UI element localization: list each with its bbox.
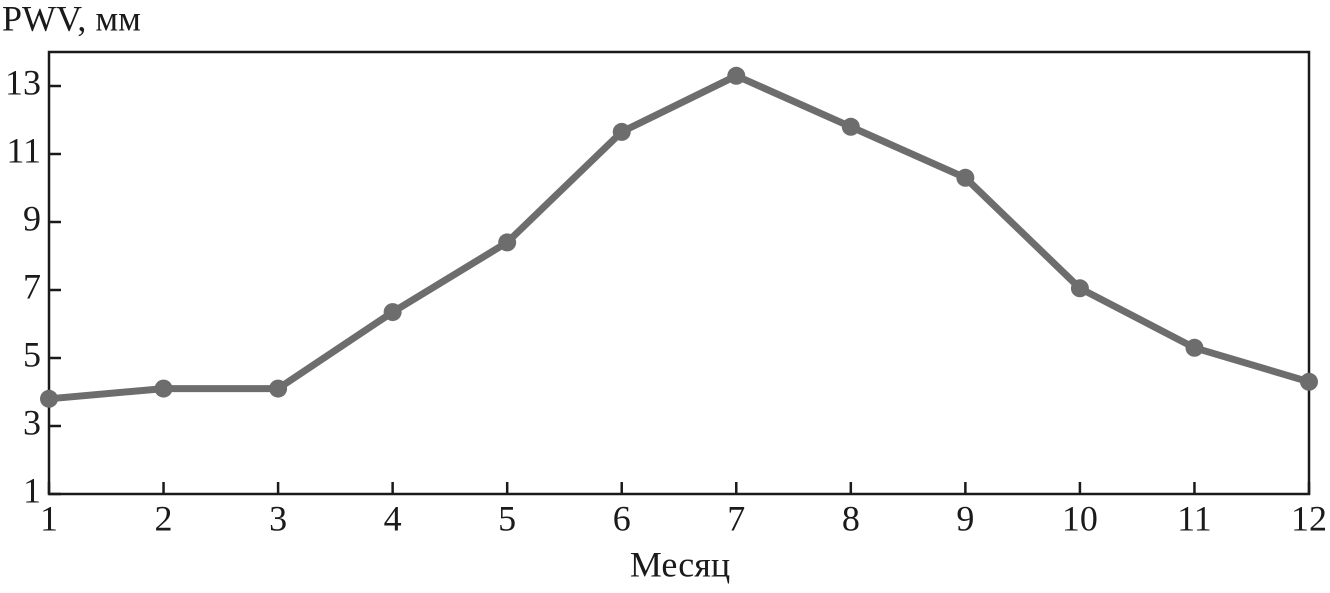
data-point — [841, 117, 860, 136]
x-tick-label: 9 — [956, 498, 974, 538]
data-point — [498, 233, 517, 252]
data-point — [1300, 372, 1318, 391]
y-tick-label: 3 — [23, 402, 41, 442]
x-tick-label: 2 — [155, 498, 173, 538]
y-tick-label: 7 — [23, 266, 41, 306]
data-point — [269, 379, 288, 398]
data-line — [48, 72, 1310, 403]
plot-frame — [47, 50, 1311, 496]
data-point — [727, 66, 746, 85]
x-tick-label: 11 — [1177, 498, 1212, 538]
x-tick-label: 5 — [498, 498, 516, 538]
x-tick-label: 7 — [727, 498, 745, 538]
x-tick-label: 1 — [40, 498, 58, 538]
data-point — [1185, 338, 1204, 357]
y-tick-label: 5 — [23, 334, 41, 374]
x-tick-label: 3 — [269, 498, 287, 538]
data-point — [383, 303, 402, 322]
data-point — [612, 122, 631, 141]
y-tick-label: 13 — [5, 62, 41, 102]
x-tick-label: 4 — [384, 498, 402, 538]
y-tick-label: 9 — [23, 198, 41, 238]
x-axis-label: Месяц — [630, 544, 730, 584]
y-tick-label: 1 — [23, 470, 41, 510]
data-point — [40, 389, 58, 408]
x-tick-label: 10 — [1062, 498, 1098, 538]
y-axis-label: PWV, мм — [2, 0, 141, 38]
data-point — [1070, 279, 1089, 298]
data-point — [154, 379, 173, 398]
data-point — [956, 168, 975, 187]
x-tick-label: 12 — [1291, 498, 1327, 538]
x-tick-label: 6 — [613, 498, 631, 538]
x-tick-label: 8 — [842, 498, 860, 538]
y-tick-label: 11 — [6, 130, 41, 170]
